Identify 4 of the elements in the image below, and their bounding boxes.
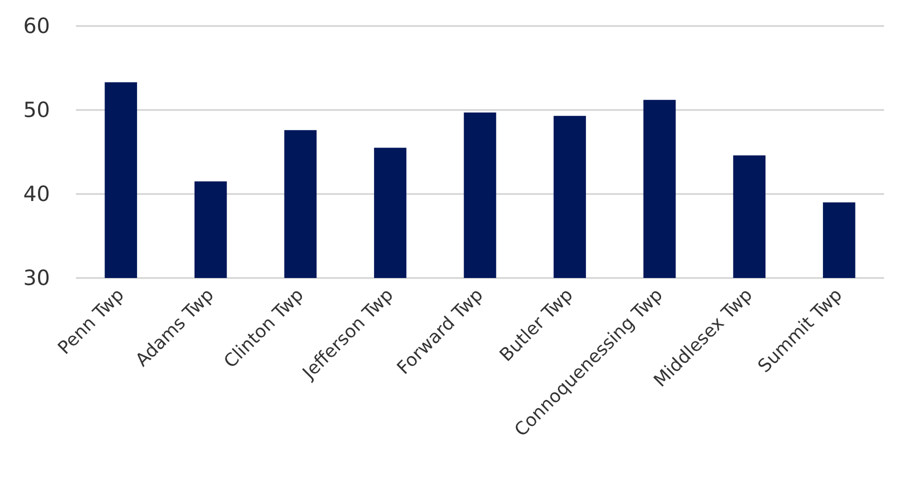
y-tick-label: 40 (23, 182, 50, 206)
y-tick-label: 50 (23, 98, 50, 122)
y-tick-label: 30 (23, 266, 50, 290)
y-tick-label: 60 (23, 14, 50, 38)
